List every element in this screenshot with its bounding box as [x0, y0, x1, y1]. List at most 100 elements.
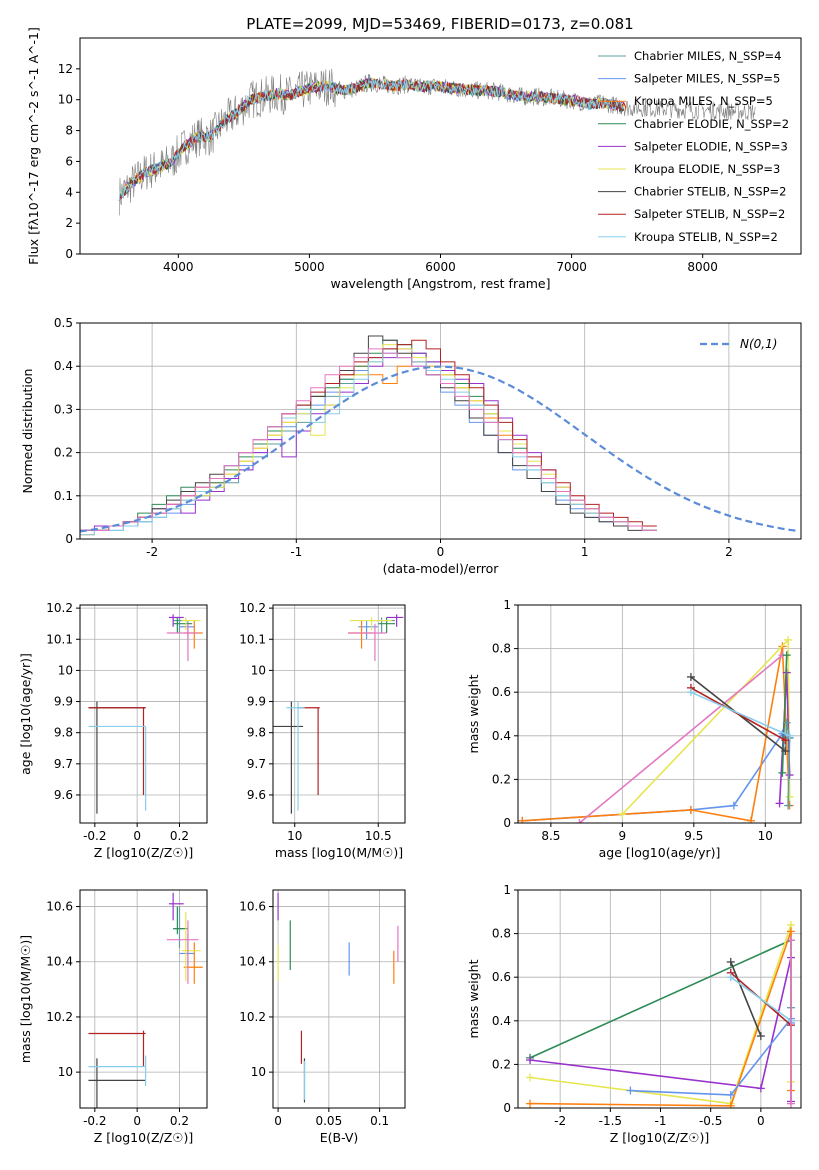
plot-area [273, 614, 404, 814]
y-tick-label: 0.1 [54, 489, 73, 503]
plot-area [518, 635, 794, 823]
plot-area [88, 614, 203, 814]
y-tick-label: 1 [503, 598, 511, 612]
plot-area [526, 920, 795, 1108]
weight-line-chabrier_elodie [529, 939, 792, 1059]
legend-label-kroupa_elodie: Kroupa ELODIE, N_SSP=3 [634, 162, 780, 176]
y-tick-label: 10.2 [46, 1010, 73, 1024]
axes-frame [79, 889, 208, 1109]
x-tick-label: 4000 [163, 260, 194, 274]
x-axis-label: wavelength [Angstrom, rest frame] [330, 276, 550, 291]
y-tick-label: 0.2 [492, 1057, 511, 1071]
x-tick-label: 5000 [294, 260, 325, 274]
age_vs_mass-panel: 10 10.5 9.6 9.7 9.8 9.9 10 10.1 10.2 mass [log10(… [239, 601, 406, 860]
histogram-pink [80, 348, 657, 531]
x-tick-label: 10 [287, 829, 302, 843]
x-tick-label: -2 [554, 1114, 566, 1128]
legend-label-salpeter_stelib: Salpeter STELIB, N_SSP=2 [634, 207, 785, 221]
y-tick-label: 10.1 [239, 632, 266, 646]
y-tick-label: 0.6 [492, 970, 511, 984]
y-tick-label: 0.8 [492, 642, 511, 656]
y-tick-label: 0.8 [492, 927, 511, 941]
legend-label-chabrier_miles: Chabrier MILES, N_SSP=4 [634, 49, 781, 63]
y-tick-label: 9.6 [247, 788, 266, 802]
y-axis-label: Normed distribution [20, 369, 35, 494]
y-axis-label: mass weight [466, 674, 481, 753]
x-tick-label: -1 [655, 1114, 667, 1128]
y-tick-label: 10.6 [46, 900, 73, 914]
mass_weight_vs_age-panel: 8.5 9 9.5 10 0 0.2 0.4 0.6 0.8 1 age [log10(age/yr… [466, 598, 802, 860]
y-tick-label: 10.4 [46, 955, 73, 969]
x-axis-label: Z [log10(Z/Z☉)] [94, 1130, 194, 1145]
y-axis-label: mass weight [466, 959, 481, 1038]
weight-line-kroupa_miles [522, 646, 791, 822]
plot-area [277, 892, 399, 1103]
y-tick-label: 10.1 [46, 632, 73, 646]
x-tick-label: 0 [133, 1114, 141, 1128]
y-tick-label: 10.2 [46, 601, 73, 615]
y-tick-label: 0.4 [54, 359, 73, 373]
x-axis-label: age [log10(age/yr)] [599, 845, 721, 860]
plot-area [80, 335, 799, 536]
y-tick-label: 4 [65, 185, 73, 199]
x-tick-label: 7000 [556, 260, 587, 274]
y-tick-label: 9.8 [54, 726, 73, 740]
weight-line-salpeter_stelib [690, 687, 786, 741]
y-tick-label: 10 [58, 663, 73, 677]
legend-label-kroupa_stelib: Kroupa STELIB, N_SSP=2 [634, 230, 778, 244]
spectrum-panel: 4000 5000 6000 7000 8000 0 2 4 6 8 10 12 wavelength … [26, 27, 802, 291]
x-tick-label: 0 [274, 1114, 282, 1128]
x-axis-label: (data-model)/error [383, 561, 500, 576]
x-tick-label: -1.5 [599, 1114, 622, 1128]
x-tick-label: 0.2 [170, 829, 189, 843]
legend-label-salpeter_elodie: Salpeter ELODIE, N_SSP=3 [634, 139, 788, 153]
y-tick-label: 0.2 [54, 446, 73, 460]
weight-line-salpeter_miles [522, 732, 791, 822]
axes-frame [517, 889, 802, 1109]
y-tick-label: 10.2 [239, 1010, 266, 1024]
weight-line-chabrier_stelib [730, 961, 762, 1037]
x-tick-label: 1 [581, 545, 589, 559]
y-tick-label: 0.6 [492, 685, 511, 699]
x-axis-label: mass [log10(M/M☉)] [275, 845, 403, 860]
y-axis-label: mass [log10(M/M☉)] [18, 935, 33, 1063]
legend-label-chabrier_elodie: Chabrier ELODIE, N_SSP=2 [634, 117, 789, 131]
x-tick-label: 10 [758, 829, 773, 843]
legend-label-chabrier_stelib: Chabrier STELIB, N_SSP=2 [634, 185, 786, 199]
y-tick-label: 0 [65, 247, 73, 261]
x-tick-label: -1 [290, 545, 302, 559]
y-tick-label: 1 [503, 883, 511, 897]
y-tick-label: 12 [58, 62, 73, 76]
axes-frame [272, 604, 406, 824]
age_vs_Z-panel: -0.2 0 0.2 9.6 9.7 9.8 9.9 10 10.1 10.2 Z [log10(Z… [18, 601, 208, 860]
y-tick-label: 0.3 [54, 402, 73, 416]
x-tick-label: 0 [133, 829, 141, 843]
x-tick-label: -0.5 [699, 1114, 722, 1128]
y-tick-label: 0.4 [492, 729, 511, 743]
y-tick-label: 10.4 [239, 955, 266, 969]
x-tick-label: 2 [725, 545, 733, 559]
x-tick-label: -2 [146, 545, 158, 559]
legend-label-normal: N(0,1) [740, 337, 777, 351]
y-tick-label: 10 [58, 93, 73, 107]
x-tick-label: 0.1 [370, 1114, 389, 1128]
weight-line-pink [578, 654, 783, 823]
x-axis-label: Z [log10(Z/Z☉)] [610, 1130, 710, 1145]
x-tick-label: 9.5 [684, 829, 703, 843]
weight-line-chabrier_miles [784, 722, 791, 806]
y-tick-label: 9.7 [247, 757, 266, 771]
x-tick-label: 8.5 [541, 829, 560, 843]
weight-line-kroupa_stelib [690, 691, 790, 737]
y-tick-label: 6 [65, 154, 73, 168]
figure-title: PLATE=2099, MJD=53469, FIBERID=0173, z=0… [246, 15, 633, 33]
x-tick-label: 0 [437, 545, 445, 559]
model-spectrum-kroupa_stelib [118, 79, 625, 201]
y-tick-label: 0.2 [492, 772, 511, 786]
normal-curve [80, 365, 799, 533]
axes-frame [272, 889, 406, 1109]
x-axis-label: Z [log10(Z/Z☉)] [94, 845, 194, 860]
plot-area [88, 892, 203, 1108]
plot-area [118, 68, 756, 216]
y-axis-label: age [log10(age/yr)] [18, 653, 33, 775]
